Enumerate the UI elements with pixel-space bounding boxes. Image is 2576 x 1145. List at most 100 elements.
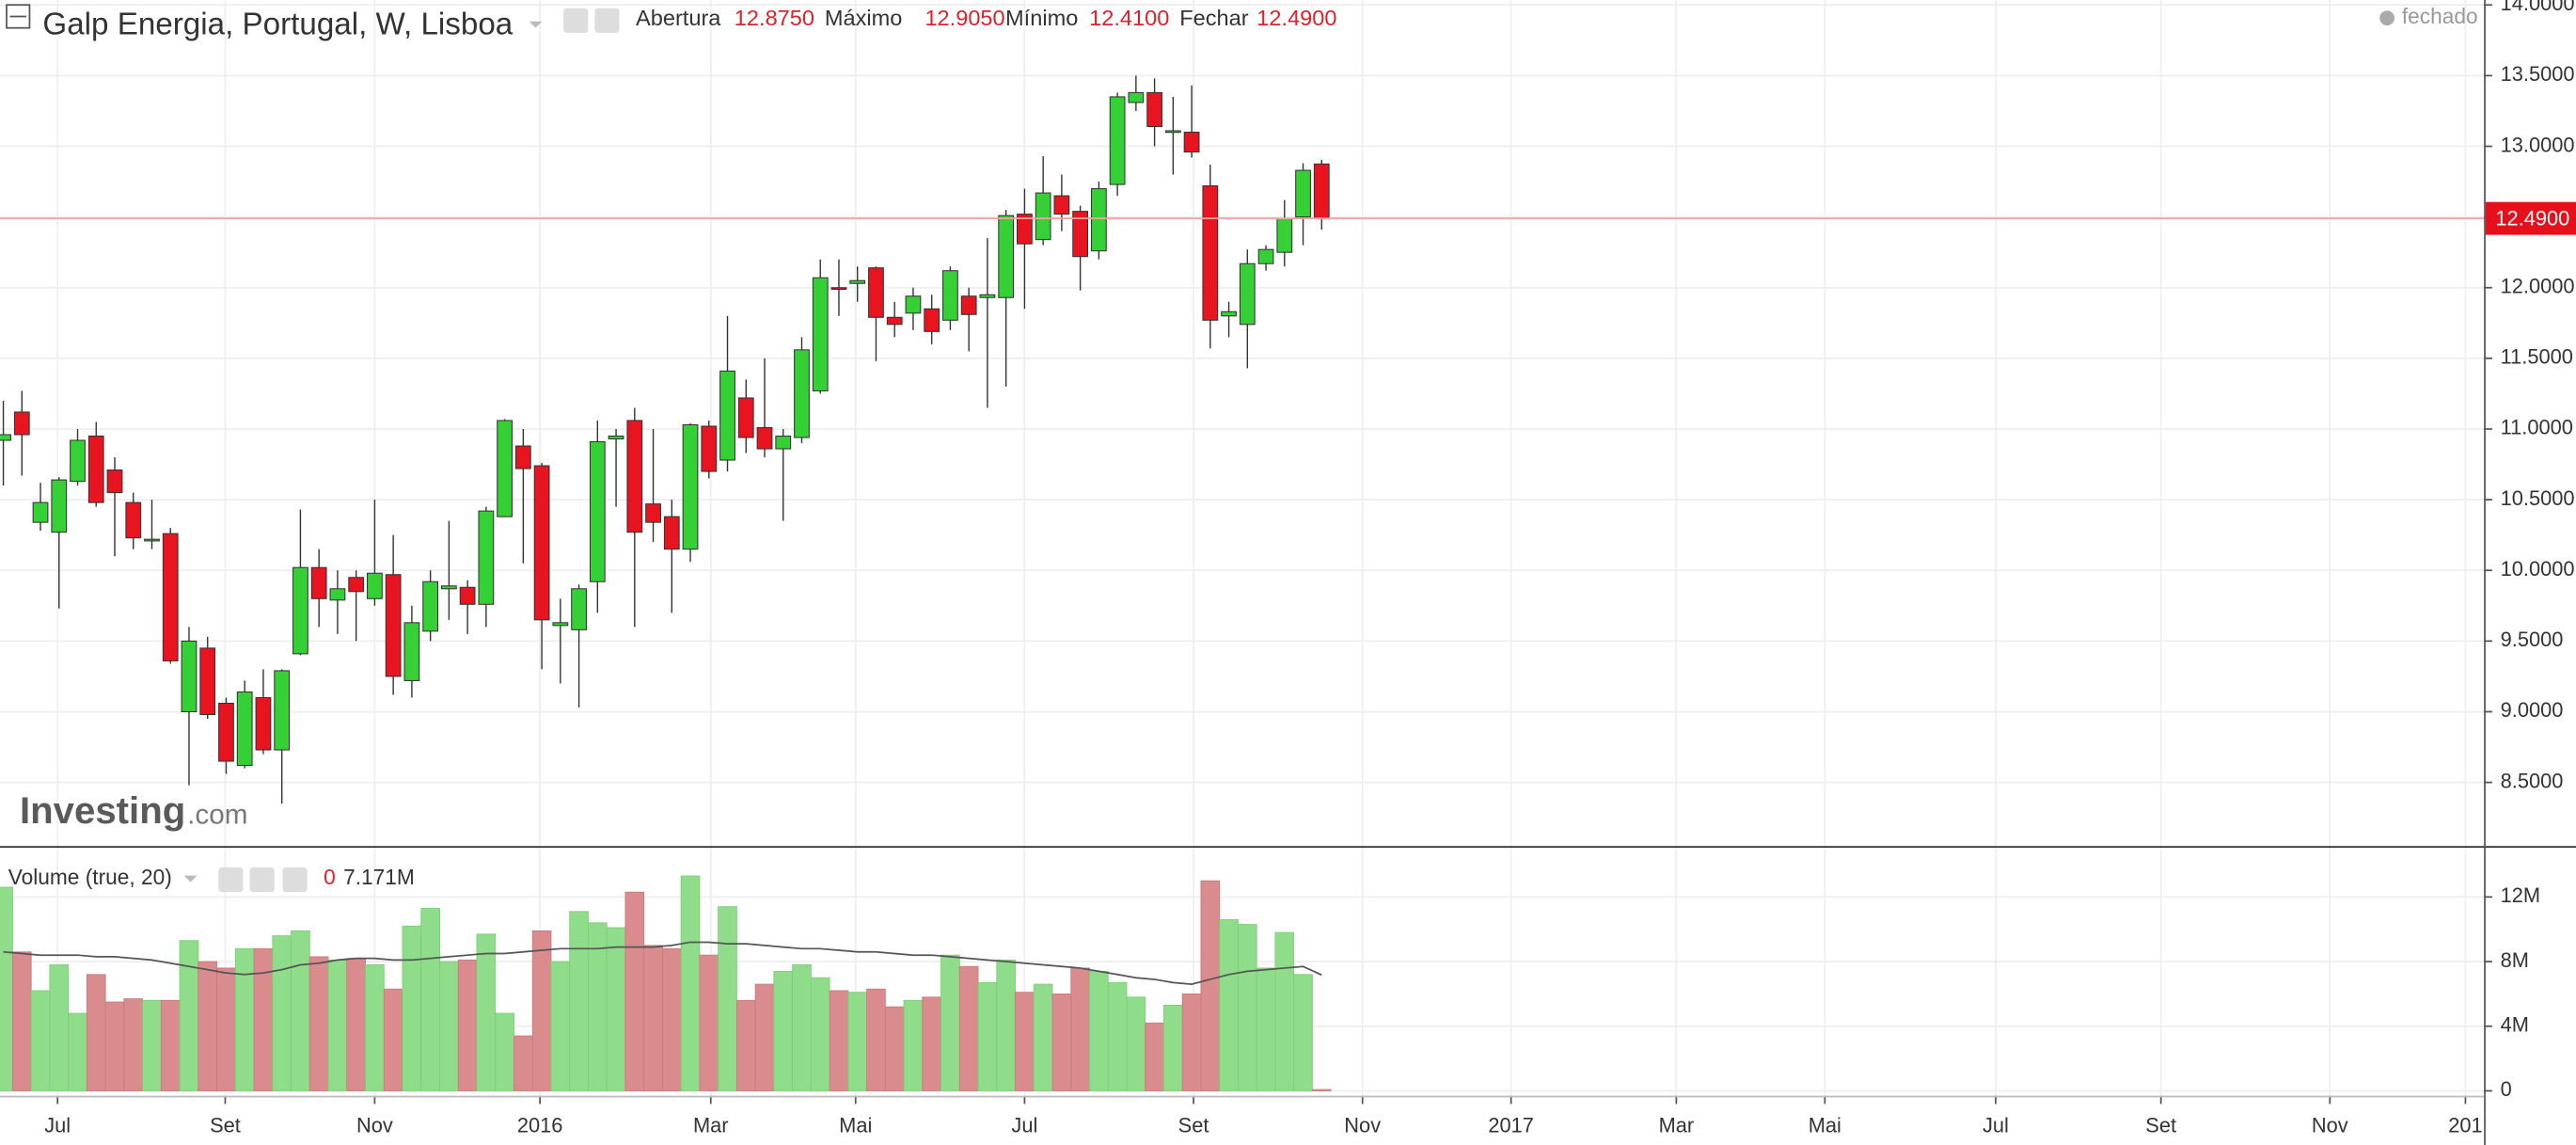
- candle-body: [924, 308, 940, 332]
- volume-bar: [0, 886, 13, 1091]
- settings-button[interactable]: [594, 8, 620, 33]
- volume-bar: [457, 959, 478, 1091]
- candle-body: [1202, 185, 1219, 321]
- volume-bar: [327, 959, 348, 1091]
- volume-bar: [476, 933, 497, 1091]
- y-tick-label: 10.0000: [2501, 557, 2575, 580]
- candle-body: [218, 702, 234, 762]
- volume-bar: [1015, 992, 1035, 1091]
- volume-bar: [606, 927, 626, 1091]
- volume-bar: [1089, 970, 1109, 1091]
- volume-bar: [179, 940, 199, 1091]
- x-tick-label: Set: [210, 1114, 241, 1137]
- candle-body: [737, 397, 754, 438]
- visibility-button[interactable]: [563, 8, 589, 33]
- y-tick-label: 12.0000: [2501, 275, 2575, 298]
- volume-visibility-button[interactable]: [218, 867, 244, 893]
- volume-dropdown[interactable]: [183, 875, 198, 883]
- candle-body: [1146, 91, 1162, 127]
- last-price-badge: [2485, 201, 2576, 235]
- volume-bar: [1051, 993, 1072, 1091]
- candle-body: [292, 566, 308, 655]
- volume-bar: [346, 958, 366, 1091]
- y-tick-label: 8.5000: [2501, 769, 2564, 792]
- volume-bar: [1238, 924, 1257, 1091]
- candle-body: [440, 585, 457, 590]
- candle-body: [1109, 96, 1126, 185]
- candle-body: [1295, 169, 1311, 218]
- volume-bar: [383, 988, 403, 1091]
- volume-settings-button[interactable]: [249, 867, 275, 893]
- y-tick-label: 4M: [2501, 1013, 2529, 1037]
- volume-bar: [624, 891, 645, 1091]
- volume-remove-button[interactable]: [282, 867, 308, 893]
- candle-body: [497, 420, 513, 517]
- volume-ma-current: 7.171M: [343, 865, 415, 889]
- y-tick-label: 9.0000: [2501, 698, 2564, 722]
- candle-body: [775, 435, 792, 450]
- volume-bar: [291, 930, 310, 1091]
- candle-body: [514, 445, 531, 469]
- candle-body: [181, 640, 198, 713]
- candle-body: [1221, 310, 1237, 317]
- x-tick-label: Mai: [1809, 1114, 1841, 1137]
- volume-bar: [253, 947, 274, 1091]
- volume-bar: [847, 992, 868, 1091]
- volume-bar: [643, 945, 663, 1091]
- candle-body: [830, 287, 847, 291]
- candle-body: [1072, 211, 1089, 258]
- candle-body: [608, 435, 624, 440]
- x-tick-label: Jul: [44, 1114, 71, 1137]
- candle-body: [719, 370, 735, 461]
- volume-bar: [11, 951, 32, 1091]
- candle-body: [329, 588, 346, 601]
- candle-body: [1313, 163, 1330, 219]
- candle-body: [125, 501, 142, 539]
- y-tick-label: 0: [2501, 1077, 2512, 1101]
- volume-bar: [569, 911, 589, 1091]
- volume-bar: [402, 925, 422, 1091]
- watermark-suffix: .com: [187, 800, 247, 831]
- volume-bar: [829, 990, 849, 1091]
- volume-bar: [234, 947, 255, 1091]
- volume-bar: [680, 875, 701, 1091]
- candle-body: [51, 479, 68, 533]
- volume-bar: [1181, 993, 1202, 1091]
- volume-bar: [661, 947, 682, 1091]
- candle-body: [1183, 131, 1200, 153]
- candle-body: [942, 270, 958, 321]
- candle-body: [1090, 188, 1107, 252]
- volume-bar: [420, 907, 440, 1091]
- volume-bar: [1033, 983, 1053, 1091]
- candle-body: [849, 279, 866, 284]
- volume-bar: [958, 965, 979, 1091]
- y-tick-label: 14.0000: [2501, 0, 2575, 15]
- candle-body: [701, 425, 718, 472]
- low-name: Mínimo: [1005, 6, 1078, 30]
- candle-body: [589, 440, 606, 582]
- x-tick-label: Nov: [356, 1114, 393, 1137]
- low-value: 12.4100: [1089, 6, 1169, 30]
- volume-bar: [1256, 967, 1276, 1091]
- volume-bar: [495, 1012, 514, 1091]
- candle-body: [552, 622, 569, 627]
- candle-body: [626, 420, 643, 533]
- volume-current: 0: [324, 865, 336, 889]
- candle-body: [979, 294, 996, 298]
- volume-bar: [160, 999, 181, 1091]
- candle-body: [255, 696, 272, 751]
- candle-body: [422, 580, 439, 632]
- candle-body: [106, 469, 123, 494]
- candle-body: [32, 501, 49, 523]
- title-dropdown[interactable]: [529, 21, 543, 28]
- y-tick-label: 12M: [2501, 883, 2540, 907]
- volume-bar: [1126, 996, 1146, 1091]
- candle-body: [1257, 248, 1274, 264]
- volume-bar: [1219, 918, 1239, 1091]
- candle-body: [1276, 217, 1293, 253]
- y-tick-label: 13.0000: [2501, 133, 2575, 156]
- volume-bar: [439, 961, 459, 1091]
- y-tick-label: 11.0000: [2501, 416, 2573, 439]
- volume-moving-average: [3, 941, 1322, 985]
- candle-body: [1128, 91, 1145, 103]
